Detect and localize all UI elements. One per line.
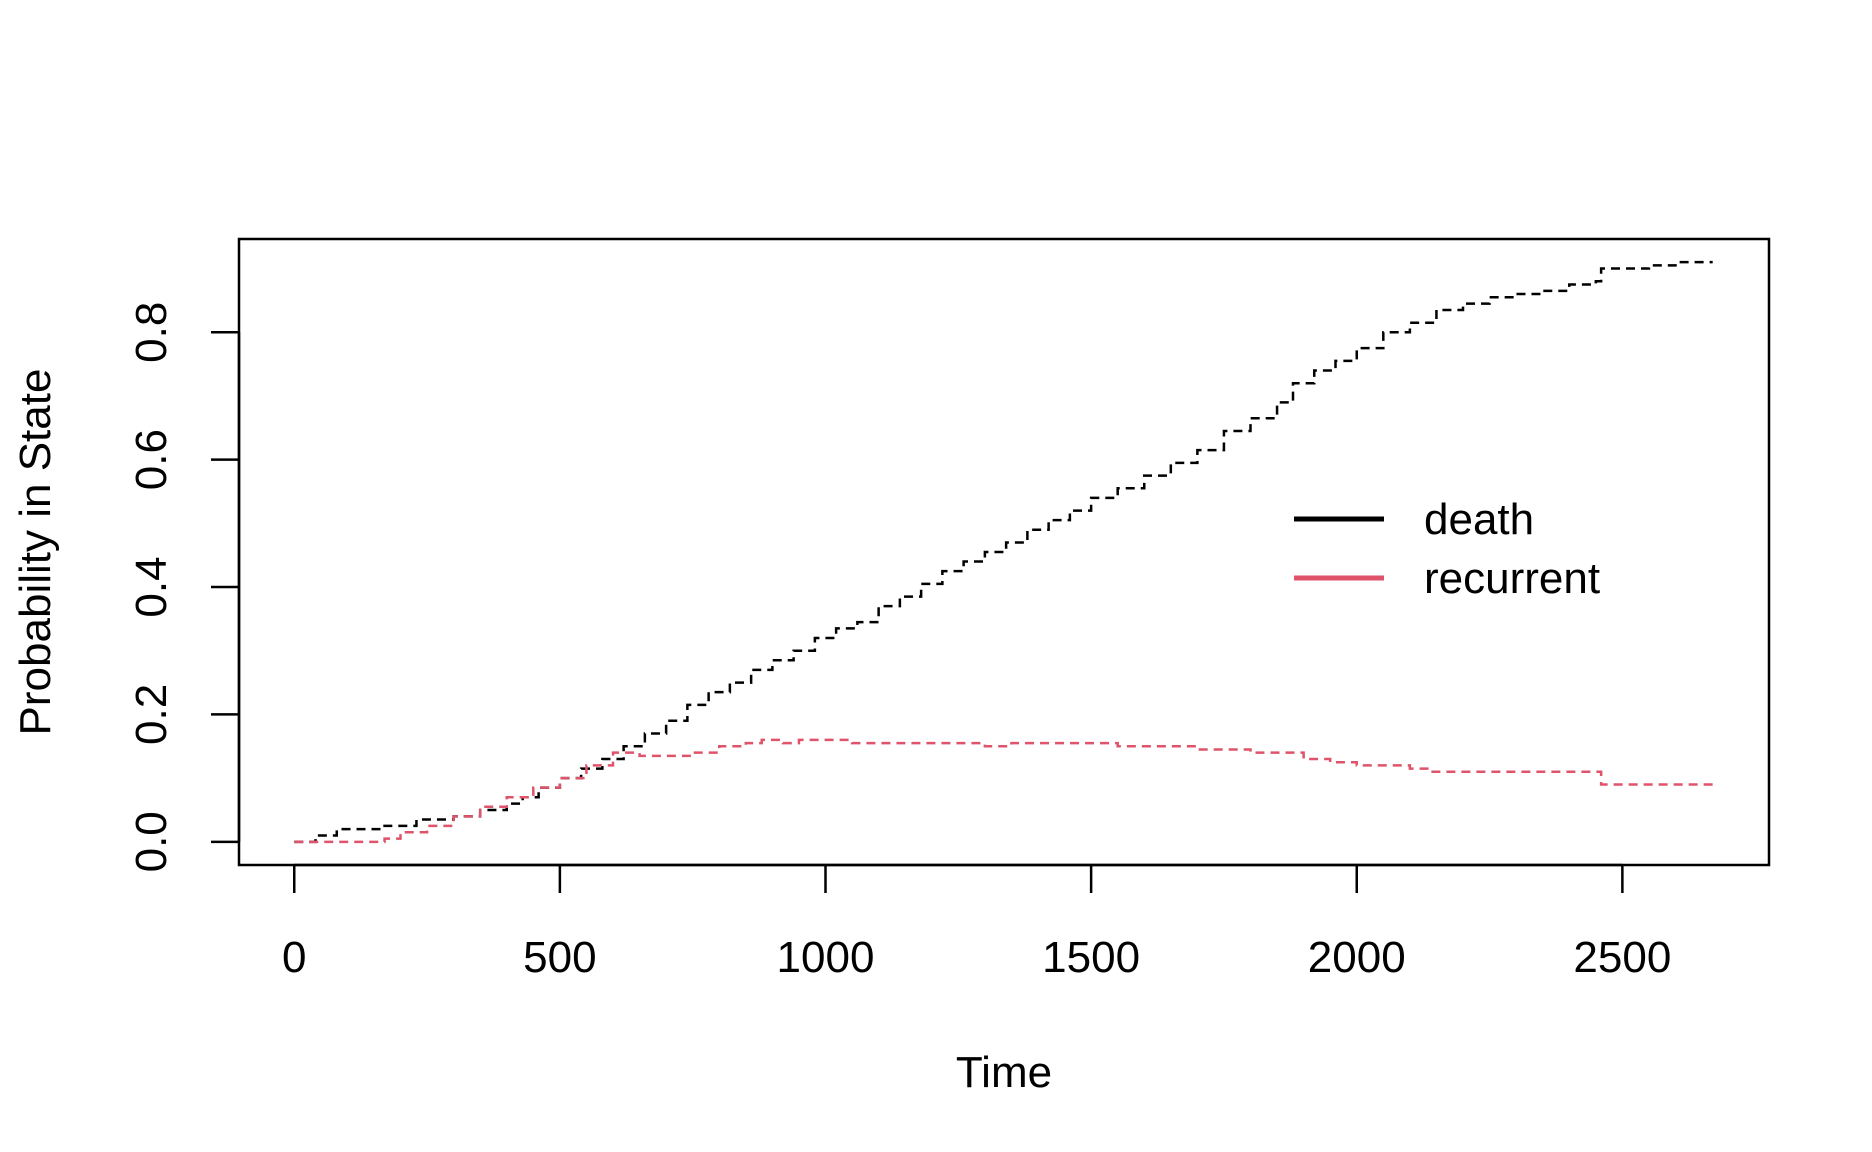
x-tick-label: 2500 [1573, 933, 1671, 982]
x-tick-label: 500 [523, 933, 596, 982]
y-tick-label: 0.6 [127, 429, 176, 490]
legend: death recurrent [1294, 495, 1600, 603]
y-axis: 0.0 0.2 0.4 0.6 0.8 [127, 302, 241, 872]
x-tick-label: 1500 [1042, 933, 1140, 982]
legend-label-recurrent: recurrent [1424, 554, 1600, 603]
x-axis: 0 500 1000 1500 2000 2500 [282, 863, 1671, 982]
series-line-recurrent [294, 738, 1713, 844]
y-tick-label: 0.0 [127, 811, 176, 872]
x-axis-title: Time [956, 1048, 1052, 1097]
y-tick-label: 0.2 [127, 684, 176, 745]
y-tick-label: 0.4 [127, 556, 176, 617]
x-tick-label: 1000 [777, 933, 875, 982]
x-tick-label: 2000 [1308, 933, 1406, 982]
legend-label-death: death [1424, 495, 1534, 544]
y-tick-label: 0.8 [127, 302, 176, 363]
y-axis-title: Probability in State [11, 369, 60, 736]
x-tick-label: 0 [282, 933, 306, 982]
series-line-death [294, 260, 1713, 844]
series-layer [294, 260, 1713, 844]
